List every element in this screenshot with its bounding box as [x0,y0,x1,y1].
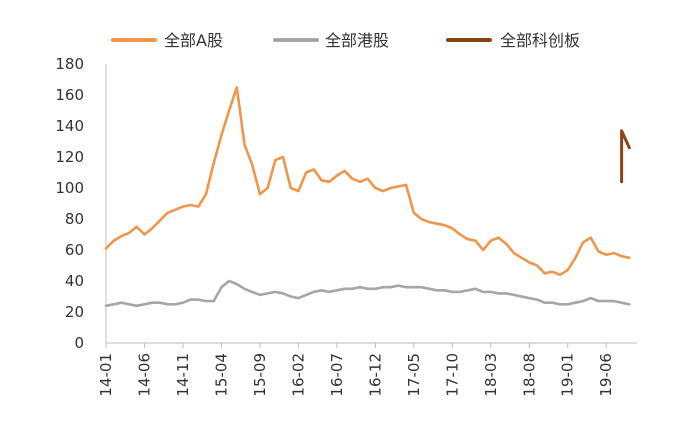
x-tick-label: 17-10 [443,353,461,397]
y-tick-label: 40 [65,272,84,290]
y-tick-label: 0 [74,334,84,352]
y-tick-label: 120 [55,148,84,166]
x-tick-label: 16-12 [366,353,384,397]
series-layer [104,86,631,308]
series-line-0 [104,86,631,277]
x-tick-label: 19-01 [559,353,577,397]
x-tick-label: 16-07 [328,353,346,397]
legend-label-1: 全部港股 [325,31,389,50]
x-axis: 14-01 14-06 14-11 15-04 15-09 16-02 16-07 16-12… [97,342,637,397]
x-tick-label: 16-02 [289,353,307,397]
x-tick-label: 14-01 [97,353,115,397]
y-tick-label: 80 [65,210,84,228]
x-tick-label: 15-09 [251,353,269,397]
x-tick-label: 14-11 [174,353,192,397]
legend-label-0: 全部A股 [164,31,223,50]
x-tick-label: 15-04 [212,353,230,397]
x-tick-label: 17-05 [405,353,423,397]
y-tick-label: 180 [55,55,84,73]
x-tick-label: 19-06 [597,353,615,397]
y-tick-label: 140 [55,117,84,135]
y-tick-label: 100 [55,179,84,197]
y-tick-label: 160 [55,86,84,104]
legend: 全部A股 全部港股 全部科创板 [111,31,580,50]
x-tick-label: 18-03 [482,353,500,397]
x-tick-label: 18-08 [520,353,538,397]
x-tick-label: 14-06 [135,353,153,397]
y-tick-label: 60 [65,241,84,259]
y-axis: 0 20 40 60 80 100 120 140 160 180 [55,55,107,352]
y-tick-label: 20 [65,303,84,321]
series-line-2 [620,129,631,184]
series-line-1 [104,279,631,308]
legend-label-2: 全部科创板 [500,31,580,50]
